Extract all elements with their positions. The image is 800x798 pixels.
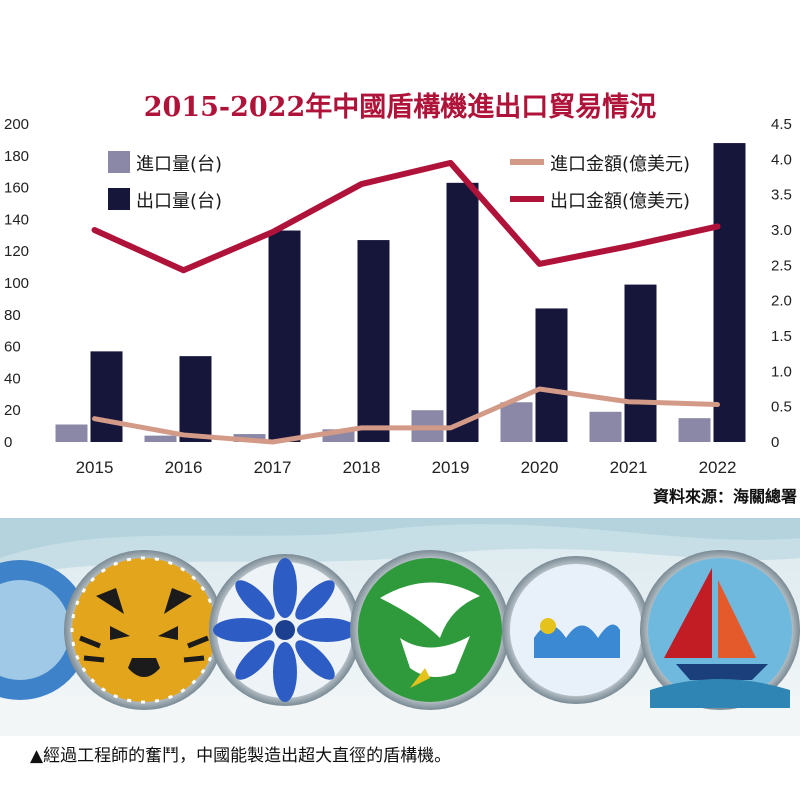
- source-label: 資料來源：海關總署: [653, 487, 797, 506]
- cutterhead-green-eagle: [350, 550, 510, 710]
- export-qty-bar: [446, 182, 479, 442]
- right-tick-label: 3.5: [771, 187, 792, 204]
- cutterhead-sailboat: [640, 550, 800, 710]
- trade-chart: 2015-2022年中國盾構機進出口貿易情況 0 20 40 60 80 100 120 14…: [4, 91, 797, 506]
- export-value-line: [91, 159, 721, 274]
- right-tick-label: 0: [771, 434, 779, 451]
- export-qty-bar: [713, 143, 746, 442]
- left-tick-label: 100: [4, 275, 29, 292]
- import-value-line: [92, 386, 720, 445]
- import-qty-bar: [589, 411, 622, 442]
- left-axis: 0 20 40 60 80 100 120 140 160 180 200: [4, 116, 29, 451]
- export-qty-bar: [90, 351, 123, 442]
- x-tick-label: 2022: [699, 458, 737, 477]
- left-tick-label: 180: [4, 148, 29, 165]
- left-tick-label: 140: [4, 211, 29, 228]
- x-tick-label: 2015: [76, 458, 114, 477]
- import-qty-bar: [144, 435, 177, 442]
- legend-swatch-import-qty: [108, 151, 130, 173]
- right-tick-label: 2.0: [771, 293, 792, 310]
- legend: 進口量(台) 出口量(台) 進口金額(億美元) 出口金額(億美元): [108, 151, 690, 212]
- x-tick-label: 2019: [432, 458, 470, 477]
- left-tick-label: 60: [4, 339, 21, 356]
- legend-label-export-value: 出口金額(億美元): [550, 191, 690, 212]
- lines: [91, 159, 721, 445]
- left-tick-label: 160: [4, 180, 29, 197]
- x-axis: 2015 2016 2017 2018 2019 2020 2021 2022: [76, 458, 737, 477]
- cutterhead-blue-left: [0, 560, 90, 700]
- x-tick-label: 2017: [254, 458, 292, 477]
- legend-label-import-qty: 進口量(台): [136, 154, 222, 175]
- x-tick-label: 2021: [610, 458, 648, 477]
- left-tick-label: 80: [4, 307, 21, 324]
- right-tick-label: 1.0: [771, 363, 792, 380]
- right-axis: 0 0.5 1.0 1.5 2.0 2.5 3.0 3.5 4.0 4.5: [771, 116, 792, 451]
- import-qty-bar: [500, 402, 533, 442]
- tbm-photo-band: [0, 518, 800, 736]
- left-tick-label: 40: [4, 370, 21, 387]
- right-tick-label: 4.0: [771, 151, 792, 168]
- right-tick-label: 1.5: [771, 328, 792, 345]
- left-tick-label: 200: [4, 116, 29, 133]
- export-qty-bar: [535, 308, 568, 442]
- legend-label-export-qty: 出口量(台): [136, 191, 222, 212]
- right-tick-label: 2.5: [771, 257, 792, 274]
- left-tick-label: 0: [4, 434, 12, 451]
- x-tick-label: 2016: [165, 458, 203, 477]
- right-tick-label: 0.5: [771, 399, 792, 416]
- x-tick-label: 2018: [343, 458, 381, 477]
- cutterhead-blue-wave: [502, 556, 650, 704]
- right-tick-label: 4.5: [771, 116, 792, 133]
- left-tick-label: 20: [4, 402, 21, 419]
- export-qty-bar: [624, 284, 657, 442]
- import-qty-bar: [55, 424, 88, 442]
- x-tick-label: 2020: [521, 458, 559, 477]
- cutterhead-blue-flower: [209, 554, 361, 706]
- import-qty-bar: [678, 418, 711, 442]
- tbm-cutterheads-illustration: [0, 518, 800, 736]
- bars: [55, 143, 746, 442]
- right-tick-label: 3.0: [771, 222, 792, 239]
- export-qty-bar: [179, 356, 212, 442]
- photo-caption: ▲經過工程師的奮鬥，中國能製造出超大直徑的盾構機。: [30, 746, 452, 766]
- chart-title: 2015-2022年中國盾構機進出口貿易情況: [144, 91, 657, 123]
- export-qty-bar: [268, 230, 301, 442]
- legend-label-import-value: 進口金額(億美元): [550, 154, 690, 175]
- cutterhead-tiger: [64, 550, 224, 710]
- left-tick-label: 120: [4, 243, 29, 260]
- export-qty-bar: [357, 240, 390, 442]
- legend-swatch-export-qty: [108, 188, 130, 210]
